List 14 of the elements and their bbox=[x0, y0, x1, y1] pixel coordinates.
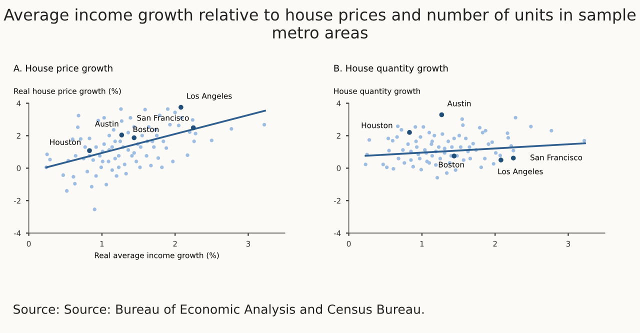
chart-subtitle: A. House price growth bbox=[14, 64, 112, 74]
point bbox=[498, 158, 504, 162]
point bbox=[510, 156, 516, 161]
point bbox=[132, 135, 137, 140]
chart-subtitle: B. House quantity growth bbox=[334, 64, 448, 74]
point bbox=[87, 148, 92, 154]
point bbox=[407, 130, 412, 135]
text: Average income growth relative to house prices and number of units in sample metro areas bbox=[4, 8, 636, 39]
point bbox=[452, 154, 457, 158]
point bbox=[190, 125, 196, 130]
point bbox=[439, 112, 444, 118]
source-note: Source: Source: Bureau of Economic Analysis and Census Bureau. bbox=[14, 304, 424, 316]
point bbox=[119, 132, 124, 138]
point bbox=[178, 104, 184, 110]
